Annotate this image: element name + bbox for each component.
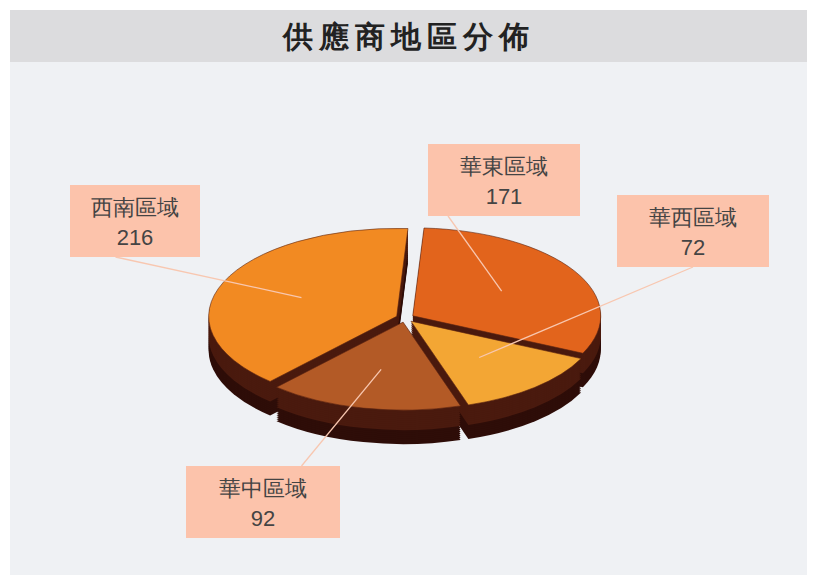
data-label: 216: [117, 225, 154, 250]
slice-label: 西南區域: [91, 195, 179, 220]
label-box: [428, 144, 580, 216]
leader-line: [302, 369, 382, 466]
pie: [209, 228, 601, 444]
label-box: [70, 185, 200, 257]
slice: [209, 228, 408, 381]
slice-label: 華中區域: [219, 476, 307, 501]
leader-line: [479, 267, 693, 358]
leader-line: [116, 257, 302, 298]
label-box: [617, 195, 769, 267]
label-box: [186, 466, 340, 538]
labels: 華東區域 171 華西區域 72 華中區域 92 西南區域 216: [70, 144, 769, 538]
chart: 供應商地區分佈華東區域 171 華西區域 72 華中區域 92 西南區域 216: [0, 0, 817, 585]
background: [10, 10, 807, 575]
data-label: 171: [486, 184, 523, 209]
title: 供應商地區分佈: [282, 20, 535, 53]
slice-label: 華西區域: [649, 205, 737, 230]
data-label: 92: [251, 506, 275, 531]
data-label: 72: [681, 235, 705, 260]
title-bar: [10, 10, 807, 62]
slice-label: 華東區域: [460, 154, 548, 179]
pie-slices: [209, 228, 601, 410]
leader-line: [448, 216, 502, 291]
